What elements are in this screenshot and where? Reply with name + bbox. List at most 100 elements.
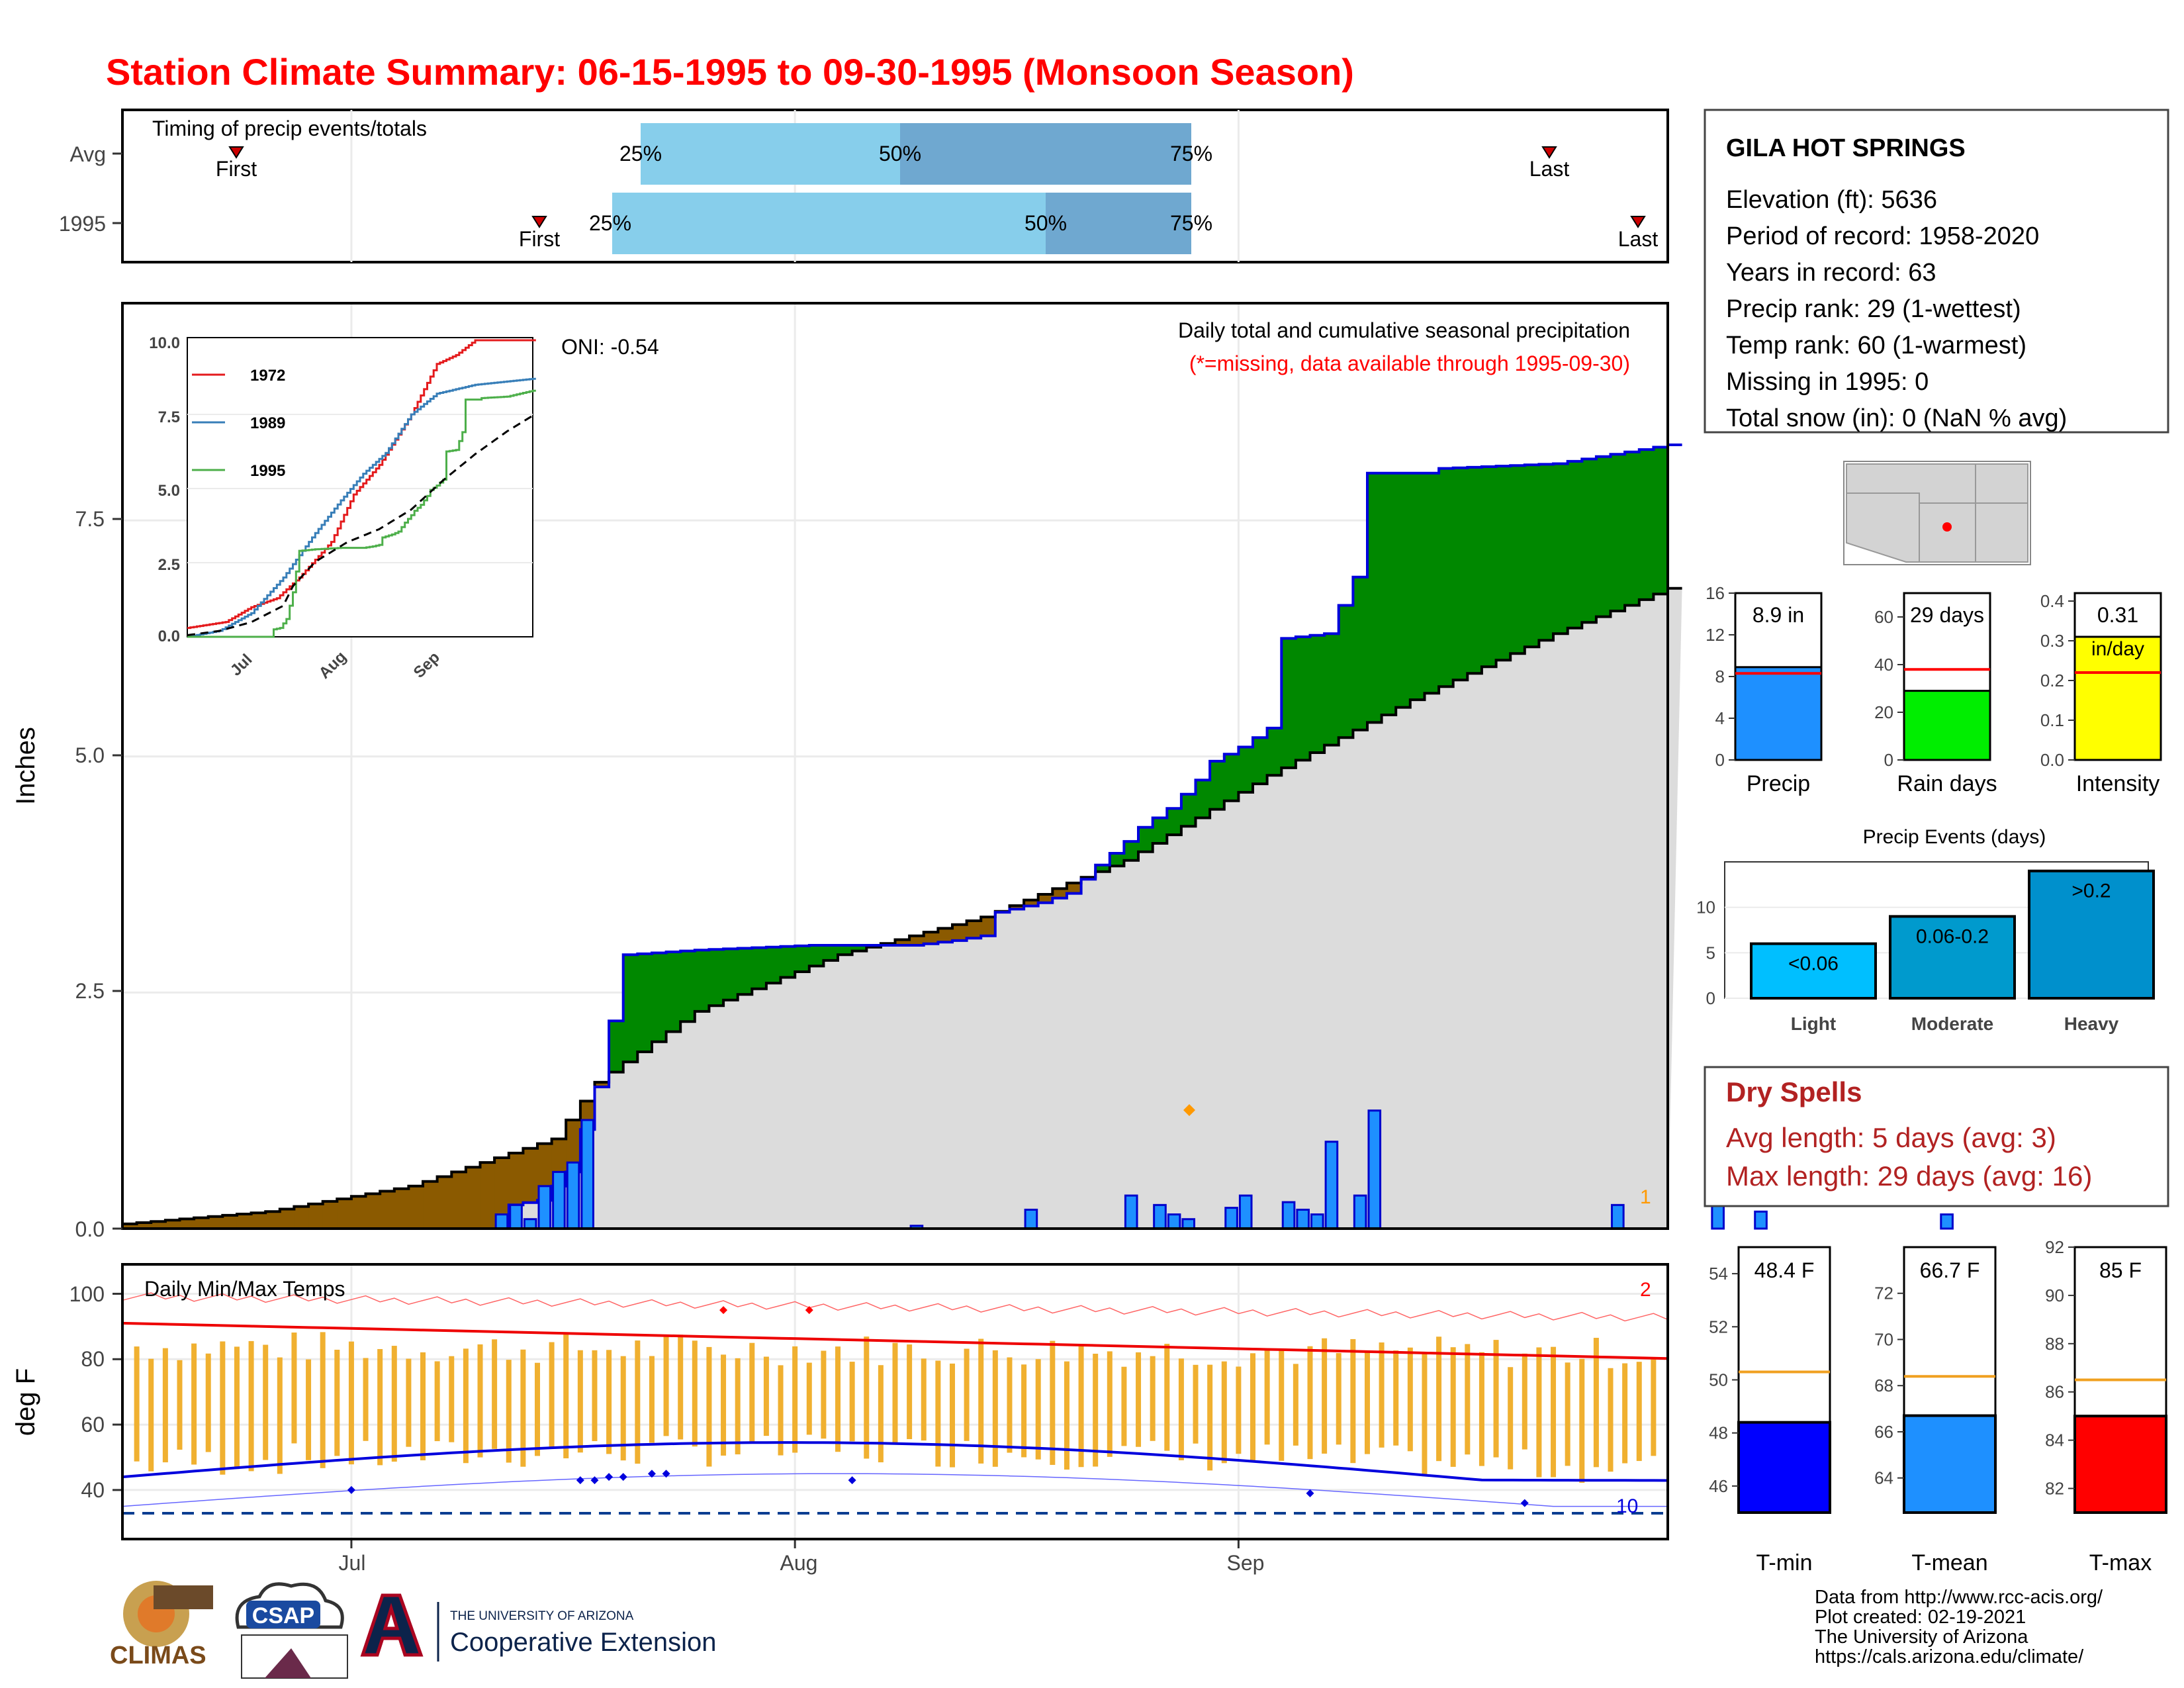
surplus-area (1152, 818, 1167, 843)
deficit-area (294, 1206, 309, 1229)
daily-temp-bar (992, 1350, 998, 1467)
temp-summary-label: T-max (2089, 1550, 2152, 1575)
inset-y-tick-100: 10.0 (149, 334, 180, 352)
deficit-area (408, 1186, 424, 1229)
temp-summary-value-label: 66.7 F (1920, 1258, 1980, 1282)
deficit-area (566, 1119, 581, 1172)
daily-temp-bar (1579, 1358, 1585, 1483)
avg-p25-label: 25% (619, 142, 662, 165)
daily-temp-bar (692, 1340, 698, 1447)
surplus-area (1567, 461, 1582, 628)
daily-temp-bar (1050, 1340, 1056, 1465)
ua-line-2: Cooperative Extension (450, 1628, 716, 1657)
dry-spells-box (1704, 1066, 2169, 1207)
y-tick-25: 2.5 (75, 979, 105, 1003)
daily-temp-bar (978, 1338, 984, 1464)
legend-note: (*=missing, data available through 1995-… (1189, 352, 1630, 375)
surplus-area (795, 945, 810, 972)
temp-summary-tick: 54 (1709, 1264, 1728, 1284)
temp-summary-tick: 84 (2045, 1430, 2064, 1450)
record-min-line (122, 1473, 1668, 1507)
surplus-area (666, 952, 681, 1032)
daily-precip-bar (1238, 1194, 1253, 1230)
surplus-area (823, 945, 839, 961)
daily-temp-bar (1522, 1353, 1527, 1450)
surplus-area (1625, 451, 1640, 606)
daily-temp-bar (663, 1336, 669, 1436)
surplus-area (766, 947, 782, 984)
csap-label-bg (246, 1601, 320, 1628)
station-location-dot (1942, 522, 1952, 532)
daily-temp-bar (849, 1362, 855, 1442)
surplus-area (1353, 577, 1368, 730)
year-first-marker (531, 216, 547, 228)
temp-summary-label: T-min (1756, 1550, 1813, 1575)
temp-daily-bars (134, 1332, 1657, 1483)
deficit-area (981, 917, 996, 936)
ua-a-icon (360, 1593, 424, 1657)
avg-p50-label: 50% (879, 142, 921, 165)
daily-temp-bar (162, 1348, 168, 1463)
daily-precip-bar (552, 1170, 566, 1230)
daily-precip-bar (1181, 1218, 1196, 1230)
surplus-area (1481, 466, 1497, 667)
temp-summary-tick: 48 (1709, 1423, 1728, 1443)
csap-logo: CSAP (235, 1582, 348, 1679)
daily-temp-bar (449, 1356, 455, 1442)
daily-precip-bar (1940, 1213, 1954, 1230)
deficit-area (465, 1167, 481, 1229)
daily-temp-bar (477, 1344, 483, 1458)
deficit-area (594, 1082, 610, 1088)
daily-temp-bar (1322, 1338, 1328, 1454)
avg-last-label: Last (1529, 157, 1570, 181)
mini-bar-value-label: 29 days (1910, 603, 1984, 627)
mini-bar-tick: 0 (1715, 750, 1725, 770)
surplus-area (1138, 827, 1154, 852)
temp-label: Daily Min/Max Temps (144, 1277, 345, 1301)
daily-temp-bar (506, 1360, 512, 1463)
daily-precip-bar (1353, 1194, 1367, 1230)
surplus-area (1195, 780, 1210, 818)
credit-line: Plot created: 02-19-2021 (1815, 1607, 2026, 1628)
daily-temp-bar (721, 1354, 727, 1456)
daily-temp-bar (1608, 1368, 1614, 1472)
deficit-area (394, 1188, 410, 1229)
daily-precip-bar (1153, 1203, 1167, 1230)
daily-temp-bar (563, 1333, 569, 1459)
y-tick-0: 0.0 (75, 1217, 105, 1241)
daily-precip-bar (494, 1213, 509, 1230)
mini-bar-value (1903, 690, 1991, 761)
surplus-area (780, 946, 796, 978)
temp-summary-tick: 50 (1709, 1370, 1728, 1390)
surplus-area (1639, 449, 1654, 600)
avg-first-label: First (216, 157, 257, 181)
surplus-area (1596, 456, 1612, 617)
daily-temp-bar (277, 1357, 283, 1474)
daily-temp-bar (1236, 1366, 1242, 1454)
daily-temp-bar (649, 1356, 655, 1443)
temp-panel: Daily Min/Max Temps 2 10 deg F 40 60 80 … (11, 1263, 1669, 1575)
station-line: Period of record: 1958-2020 (1726, 222, 2039, 250)
temp-y-tick-40: 40 (81, 1478, 105, 1502)
surplus-area (1453, 467, 1468, 680)
temp-summary-value (1903, 1414, 1997, 1515)
year-p75-label: 75% (1170, 211, 1212, 235)
credit-line: Data from http://www.rcc-acis.org/ (1815, 1587, 2103, 1608)
daily-precip-bar (1611, 1203, 1625, 1230)
x-tick-aug: Aug (780, 1551, 818, 1575)
dry-spells-avg: Avg length: 5 days (avg: 3) (1726, 1122, 2056, 1153)
daily-temp-bar (821, 1350, 827, 1439)
deficit-area (236, 1214, 252, 1229)
mini-bar-value (2073, 635, 2162, 761)
temp-summary-0: 48.4 F T-min 46 48 50 52 54 (1709, 1246, 1831, 1575)
x-tick-sep: Sep (1227, 1551, 1265, 1575)
events-y-tick: 10 (1696, 898, 1715, 917)
daily-temp-bar (1221, 1361, 1227, 1464)
csap-wordmark: CSAP (252, 1603, 314, 1628)
inset-y-tick-75: 7.5 (158, 408, 180, 426)
surplus-area (852, 945, 867, 951)
station-name: GILA HOT SPRINGS (1726, 134, 1966, 162)
daily-temp-bar (306, 1359, 312, 1460)
mini-bar-tick: 0.3 (2040, 631, 2064, 651)
